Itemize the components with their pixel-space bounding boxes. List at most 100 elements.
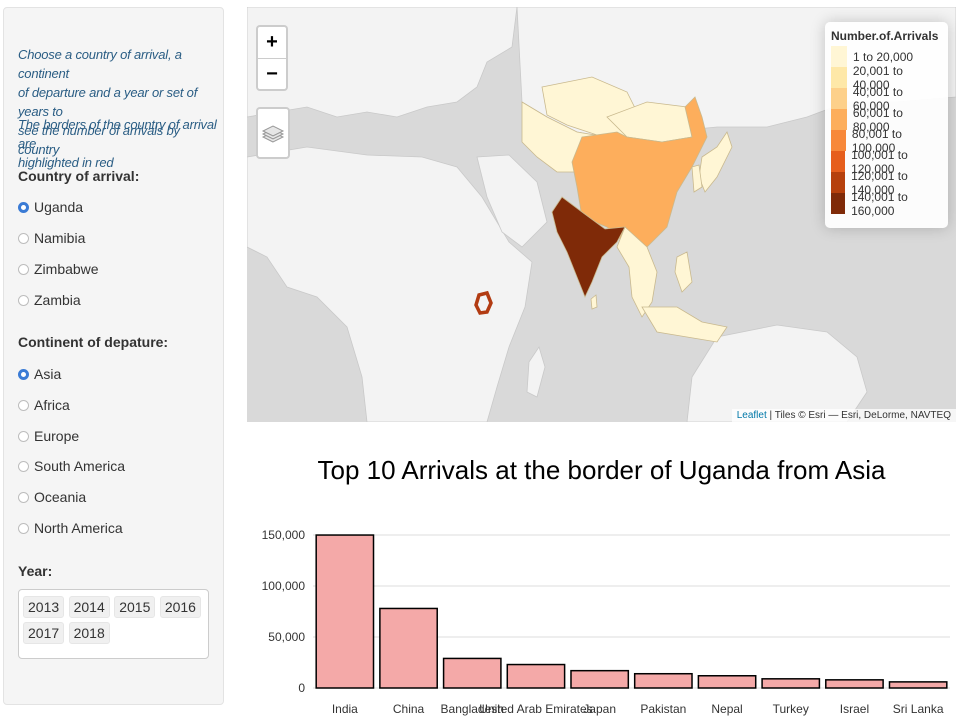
- sidebar-panel: Choose a country of arrival, a continent…: [3, 7, 224, 705]
- legend-swatch: [831, 151, 846, 172]
- radio-south-america[interactable]: South America: [18, 458, 125, 474]
- y-tick-label: 100,000: [262, 579, 306, 593]
- x-tick-label: Turkey: [773, 702, 809, 716]
- legend-label: 20,001 to 40,000: [852, 63, 903, 92]
- legend-row: 120,001 to 140,000: [831, 169, 942, 197]
- radio-unchecked-icon[interactable]: [18, 460, 29, 472]
- radio-label: Zimbabwe: [34, 261, 99, 277]
- intro-line: of departure and a year or set of years …: [18, 85, 198, 119]
- radio-checked-icon[interactable]: [18, 368, 29, 380]
- country-indonesia: [641, 306, 728, 343]
- radio-north-america[interactable]: North America: [18, 520, 123, 536]
- legend-row: 40,001 to 60,000: [831, 85, 942, 113]
- chart-title: Top 10 Arrivals at the border of Uganda …: [317, 455, 886, 485]
- zoom-in-button[interactable]: +: [266, 31, 278, 53]
- radio-unchecked-icon[interactable]: [18, 430, 29, 442]
- radio-zimbabwe[interactable]: Zimbabwe: [18, 261, 99, 277]
- radio-unchecked-icon[interactable]: [18, 491, 29, 503]
- radio-oceania[interactable]: Oceania: [18, 489, 86, 505]
- layers-button[interactable]: [256, 107, 290, 159]
- radio-checked-icon[interactable]: [18, 201, 29, 213]
- country-label: Country of arrival:: [18, 168, 140, 184]
- intro-border-note: The borders of the country of arrival ar…: [18, 115, 223, 172]
- radio-label: North America: [34, 520, 123, 536]
- africa-land: [247, 146, 533, 422]
- x-tick-label: China: [393, 702, 425, 716]
- bar: [315, 534, 375, 689]
- map-legend: Number.of.Arrivals 1 to 20,000 20,001 to …: [825, 22, 948, 228]
- legend-swatch: [831, 88, 847, 109]
- zoom-out-button[interactable]: −: [258, 58, 286, 90]
- legend-row: 140,001 to 160,000: [831, 190, 942, 218]
- radio-label: Uganda: [34, 199, 84, 215]
- map-attribution: Leaflet | Tiles © Esri — Esri, DeLorme, …: [731, 409, 956, 422]
- madagascar-land: [526, 346, 546, 398]
- intro-line: see the number of arrivals by country: [18, 123, 180, 157]
- x-tick-label: Israel: [840, 702, 869, 716]
- year-chip[interactable]: 2014: [68, 596, 110, 618]
- country-se-asia: [616, 226, 658, 318]
- intro-line: The borders of the country of arrival ar…: [18, 117, 217, 151]
- legend-swatch: [831, 193, 846, 214]
- year-chip[interactable]: 2015: [114, 596, 156, 618]
- country-india: [551, 196, 626, 299]
- year-chip[interactable]: 2013: [23, 596, 65, 618]
- y-tick-label: 0: [298, 681, 305, 695]
- radio-unchecked-icon[interactable]: [18, 232, 29, 244]
- legend-title: Number.of.Arrivals: [831, 29, 939, 43]
- year-chip[interactable]: 2018: [68, 622, 110, 644]
- leaflet-map[interactable]: + − Number.of.Arrivals 1 to 20,000 20,001…: [247, 7, 956, 422]
- layers-icon: [261, 125, 285, 143]
- bar: [633, 672, 693, 689]
- radio-asia[interactable]: Asia: [18, 366, 61, 382]
- radio-zambia[interactable]: Zambia: [18, 292, 81, 308]
- x-tick-label: Sri Lanka: [893, 702, 944, 716]
- legend-label: 120,001 to 140,000: [851, 168, 908, 197]
- bar: [697, 675, 757, 689]
- zoom-control[interactable]: + −: [256, 25, 288, 91]
- year-multiselect[interactable]: 2013 2014 2015 2016 2017 2018: [18, 589, 209, 659]
- tiles-attribution: | Tiles © Esri — Esri, DeLorme, NAVTEQ: [766, 410, 952, 421]
- country-philippines: [674, 251, 693, 293]
- intro-line: highlighted in red: [18, 155, 114, 170]
- bar-chart: 0 50,000 100,000 150,000 India China Banglades…: [262, 528, 950, 716]
- arabia-land: [476, 154, 548, 248]
- year-chip[interactable]: 2016: [159, 596, 201, 618]
- country-sri-lanka: [590, 294, 598, 310]
- y-tick-label: 150,000: [262, 528, 306, 542]
- bar: [379, 607, 438, 689]
- bar: [442, 657, 502, 689]
- intro-text: Choose a country of arrival, a continent…: [18, 45, 223, 159]
- legend-swatch: [831, 172, 846, 193]
- radio-namibia[interactable]: Namibia: [18, 230, 85, 246]
- x-tick-label: Pakistan: [640, 702, 686, 716]
- country-korea: [691, 164, 703, 193]
- australia-land: [686, 324, 868, 422]
- radio-label: Namibia: [34, 230, 86, 246]
- legend-swatch: [831, 109, 847, 130]
- radio-europe[interactable]: Europe: [18, 428, 79, 444]
- continent-label: Continent of depature:: [18, 334, 169, 350]
- legend-label: 140,001 to 160,000: [851, 189, 908, 218]
- year-label: Year:: [18, 563, 53, 579]
- legend-label: 60,001 to 80,000: [852, 105, 903, 134]
- x-tick-label: India: [332, 702, 358, 716]
- legend-swatch: [831, 67, 847, 88]
- leaflet-link[interactable]: Leaflet: [736, 410, 767, 421]
- radio-label: Europe: [34, 428, 80, 444]
- year-chip[interactable]: 2017: [23, 622, 65, 644]
- radio-label: South America: [34, 458, 126, 474]
- radio-unchecked-icon[interactable]: [18, 522, 29, 534]
- x-tick-label: Japan: [583, 702, 616, 716]
- bar: [506, 663, 566, 689]
- radio-unchecked-icon[interactable]: [18, 294, 29, 306]
- legend-swatch: [831, 46, 847, 67]
- legend-row: 100,001 to 120,000: [831, 148, 942, 176]
- legend-label: 1 to 20,000: [853, 49, 914, 64]
- radio-uganda[interactable]: Uganda: [18, 199, 83, 215]
- legend-swatch: [831, 130, 846, 151]
- bar: [761, 678, 821, 689]
- radio-unchecked-icon[interactable]: [18, 263, 29, 275]
- radio-unchecked-icon[interactable]: [18, 399, 29, 411]
- radio-africa[interactable]: Africa: [18, 397, 70, 413]
